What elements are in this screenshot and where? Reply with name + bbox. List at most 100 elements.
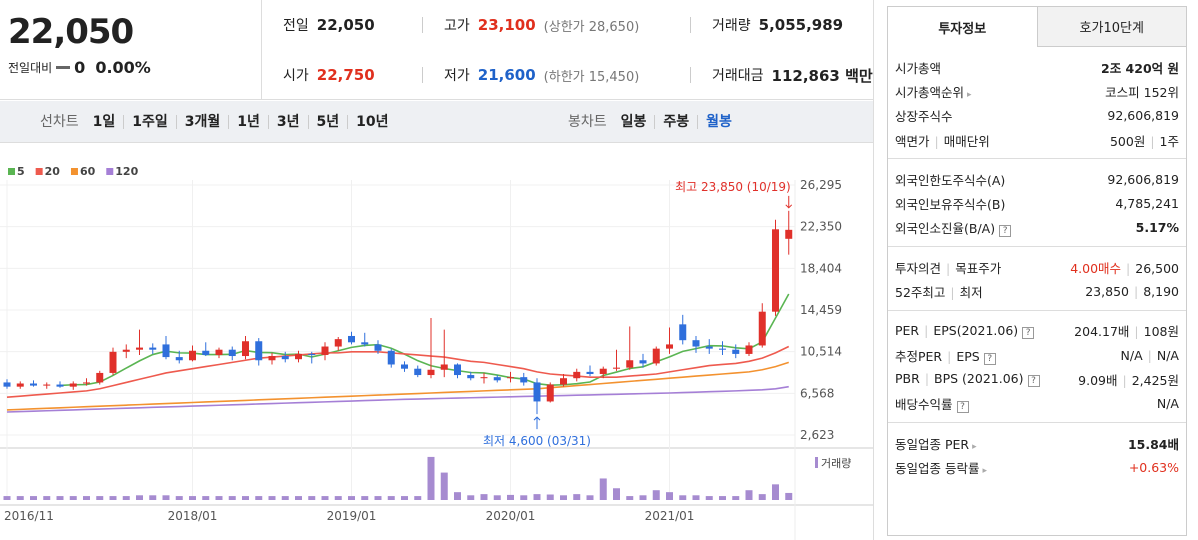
- info-row: 외국인한도주식수(A) 92,606,819: [895, 167, 1179, 191]
- summary-label: 거래대금: [712, 68, 764, 84]
- info-row: 상장주식수 92,606,819: [895, 104, 1179, 128]
- period-button[interactable]: 1일: [92, 113, 116, 130]
- info-label: PBR | BPS (2021.06): [895, 371, 1040, 387]
- volume-bar: [480, 494, 488, 500]
- summary-label: 전일: [283, 18, 309, 34]
- info-row: 투자의견 | 목표주가 4.00매수 | 26,500: [895, 255, 1179, 279]
- divider: |: [1126, 260, 1131, 276]
- candle-body: [626, 360, 634, 368]
- candle-body: [480, 377, 488, 379]
- legend-swatch: [8, 168, 15, 175]
- volume-bar: [732, 496, 740, 500]
- divider: |: [1133, 284, 1139, 300]
- label-part: 시가총액순위: [895, 84, 965, 100]
- x-tick-label: 2021/01: [645, 509, 695, 523]
- label-part: BPS (2021.06): [934, 371, 1024, 387]
- info-row: 동일업종 PER 15.84배: [895, 431, 1179, 455]
- flat-icon: [56, 66, 71, 69]
- info-label: 52주최고 | 최저: [895, 282, 983, 301]
- info-row: 추정PER|EPSN/A|N/A: [895, 343, 1179, 367]
- period-bar: 선차트 1일 1주일 3개월 1년 3년 5년 10년 봉차트 일봉 주봉 월봉: [0, 101, 873, 143]
- summary-label: 거래량: [712, 18, 751, 34]
- volume-bar: [308, 496, 316, 500]
- volume-bar: [3, 496, 11, 500]
- change: 전일대비 0 0.00%: [8, 58, 253, 77]
- volume-bar: [56, 496, 64, 500]
- info-value: 4.00매수 | 26,500: [1070, 258, 1179, 277]
- period-button[interactable]: 5년: [307, 114, 348, 129]
- info-value: 5.17%: [1136, 220, 1179, 235]
- volume-bar: [374, 496, 382, 500]
- value-part: 26,500: [1135, 260, 1179, 276]
- line-period-group: 선차트 1일 1주일 3개월 1년 3년 5년 10년: [32, 113, 397, 130]
- volume-bar: [175, 496, 183, 500]
- label-part: 동일업종 PER: [895, 436, 970, 452]
- divider: |: [946, 260, 951, 276]
- candle-button[interactable]: 일봉: [620, 113, 647, 130]
- legend-label: 120: [115, 165, 138, 178]
- value-part: N/A: [1156, 347, 1179, 363]
- candle-body: [493, 377, 501, 381]
- period-button[interactable]: 1년: [228, 114, 268, 129]
- info-value: 15.84배: [1128, 434, 1179, 453]
- candle-button[interactable]: 월봉: [697, 114, 740, 129]
- info-value: N/A: [1157, 396, 1179, 411]
- candle-body: [719, 348, 726, 350]
- candle-body: [652, 348, 660, 364]
- info-group: 투자의견 | 목표주가 4.00매수 | 26,500 52주최고 | 최저 23,850 | 8,1…: [888, 247, 1186, 311]
- volume-bar: [162, 495, 170, 500]
- label-part: 외국인한도주식수(A): [895, 172, 1006, 188]
- candle-body: [586, 371, 594, 374]
- candle-body: [427, 369, 435, 376]
- value-part: 2조 420억 원: [1101, 60, 1179, 76]
- volume-bar: [281, 496, 289, 500]
- candle-body: [215, 349, 223, 355]
- period-button[interactable]: 10년: [347, 114, 396, 129]
- ma-line: [59, 293, 790, 387]
- volume-bar: [242, 496, 249, 500]
- tab[interactable]: 투자정보: [888, 7, 1037, 47]
- y-tick-label: 2,623: [800, 428, 834, 442]
- volume-bar: [560, 495, 567, 500]
- divider: |: [934, 133, 939, 149]
- period-button[interactable]: 3년: [267, 114, 308, 129]
- volume-bar: [149, 495, 157, 500]
- info-value: 23,850 | 8,190: [1085, 284, 1179, 299]
- volume-bar: [533, 494, 541, 500]
- value-part: 9.09배: [1078, 372, 1118, 388]
- legend-swatch: [106, 168, 114, 175]
- change-pct: 0.00%: [95, 58, 151, 77]
- volume-bar: [43, 496, 51, 500]
- value-part: 92,606,819: [1107, 108, 1179, 124]
- period-button[interactable]: 1주일: [123, 114, 176, 129]
- value-part: 108원: [1143, 324, 1179, 340]
- candle-body: [83, 382, 90, 384]
- volume-bar: [361, 496, 369, 500]
- candle-body: [16, 383, 24, 387]
- candle-body: [613, 367, 620, 369]
- legend-label: 5: [17, 165, 25, 178]
- period-button[interactable]: 3개월: [175, 114, 229, 129]
- candle-body: [414, 368, 422, 376]
- volume-bar: [16, 496, 24, 500]
- volume-bar: [215, 496, 223, 500]
- tab[interactable]: 호가10단계: [1036, 7, 1186, 47]
- value-part: 4.00매수: [1070, 260, 1122, 276]
- value-part: 23,850: [1085, 284, 1129, 300]
- candle-body: [705, 346, 713, 349]
- info-label: 배당수익률: [895, 394, 969, 413]
- summary-value: 5,055,989: [758, 16, 844, 34]
- value-part: 15.84배: [1127, 436, 1179, 452]
- candle-body: [679, 324, 687, 341]
- info-label: 외국인소진율(B/A): [895, 218, 1011, 237]
- value-part: 1주: [1159, 133, 1179, 149]
- high-arrow: [785, 195, 793, 209]
- value-part: 204.17배: [1074, 324, 1130, 340]
- candle-body: [30, 383, 37, 386]
- volume-bar: [109, 496, 117, 500]
- info-label: 동일업종 등락률: [895, 458, 987, 477]
- candle-button[interactable]: 주봉: [654, 114, 697, 129]
- ma-line: [6, 361, 789, 411]
